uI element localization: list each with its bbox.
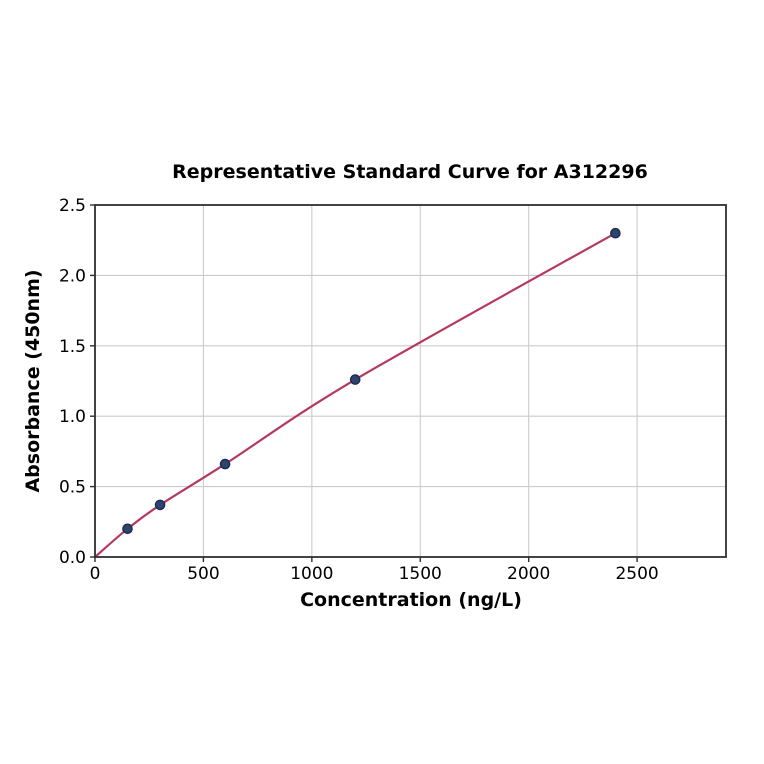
x-tick-label: 0 [90, 564, 101, 584]
plot-border [94, 204, 727, 558]
x-tick-label: 1000 [290, 564, 333, 584]
fit-curve-line [93, 232, 617, 559]
chart-title: Representative Standard Curve for A31229… [172, 161, 648, 183]
data-point-marker [122, 523, 133, 535]
y-tick-label: 2.5 [59, 196, 86, 216]
y-tick-label: 1.0 [59, 407, 86, 427]
tick-layer [90, 204, 638, 562]
x-tick-label: 2000 [507, 564, 550, 584]
x-tick-label: 1500 [399, 564, 442, 584]
y-axis-title: Absorbance (450nm) [22, 269, 44, 492]
y-tick-label: 1.5 [59, 337, 86, 357]
data-point-marker [610, 227, 621, 239]
x-tick-label: 2500 [615, 564, 658, 584]
series-layer [93, 227, 621, 559]
data-point-marker [154, 499, 166, 511]
y-tick-label: 0.0 [59, 548, 86, 568]
grid-layer [94, 204, 726, 558]
tick-label-layer: 0 500 1000 1500 2000 2500 0.0 0.5 1.0 1.5 2.0 2.5 [59, 196, 659, 584]
data-point-marker [349, 374, 361, 385]
y-tick-label: 2.0 [59, 266, 86, 286]
x-tick-label: 500 [187, 564, 219, 584]
y-tick-label: 0.5 [59, 478, 86, 498]
x-axis-title: Concentration (ng/L) [300, 589, 522, 611]
data-point-marker [219, 458, 231, 470]
